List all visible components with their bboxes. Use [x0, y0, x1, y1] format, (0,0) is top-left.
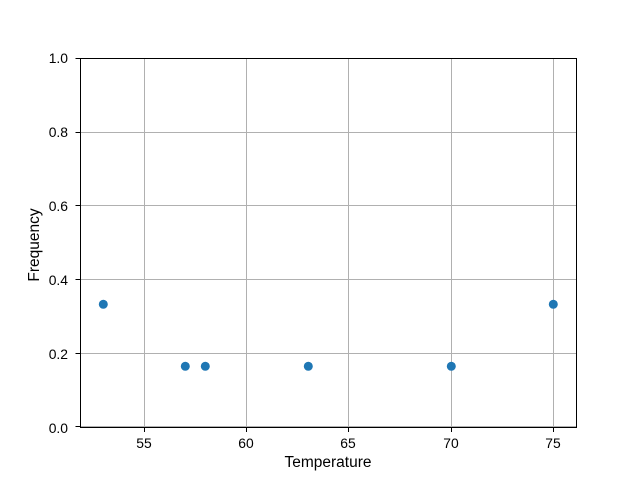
svg-text:60: 60: [238, 435, 254, 451]
svg-text:0.4: 0.4: [49, 272, 69, 288]
svg-text:0.8: 0.8: [49, 124, 69, 140]
svg-text:0.2: 0.2: [49, 346, 69, 362]
svg-text:70: 70: [443, 435, 459, 451]
svg-text:65: 65: [340, 435, 356, 451]
svg-text:1.0: 1.0: [49, 50, 69, 66]
svg-text:55: 55: [136, 435, 152, 451]
svg-text:0.6: 0.6: [49, 198, 69, 214]
svg-text:75: 75: [545, 435, 561, 451]
svg-text:Temperature: Temperature: [284, 454, 371, 471]
svg-text:0.0: 0.0: [49, 420, 69, 436]
